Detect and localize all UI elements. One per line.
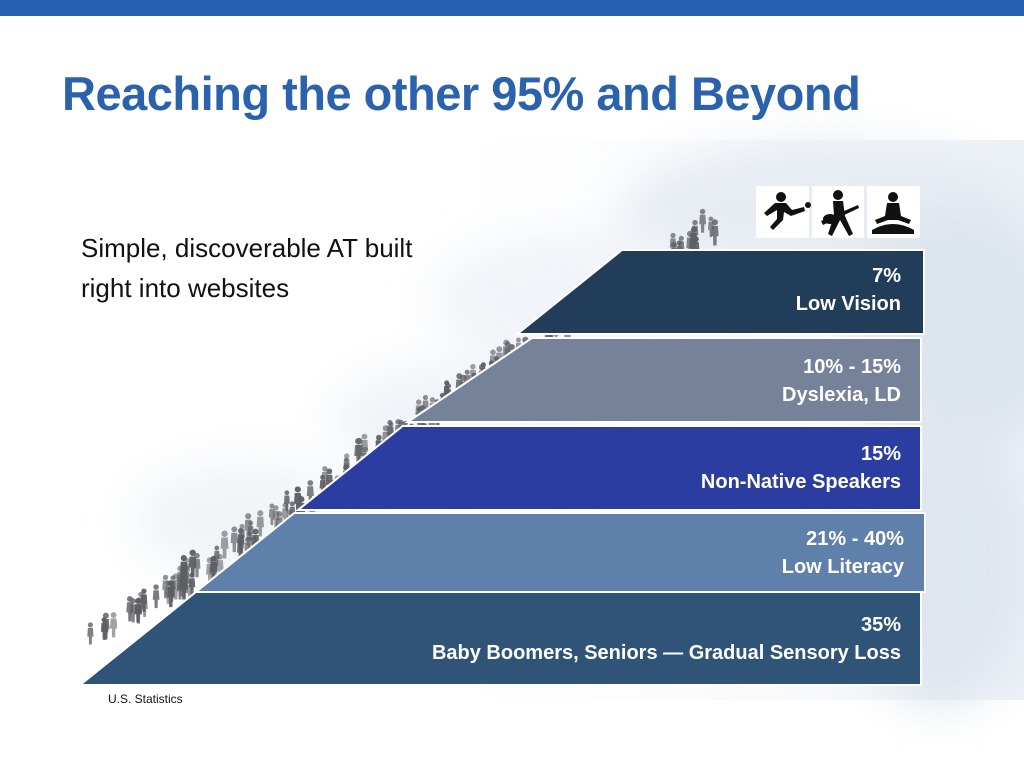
source-footnote: U.S. Statistics	[108, 692, 183, 706]
meditation-icon	[867, 186, 920, 238]
tier-percent: 35%	[860, 614, 901, 636]
tier-non-native-label: 15% Non-Native Speakers	[701, 440, 901, 496]
top-accent-bar	[0, 0, 1024, 16]
subtitle-text: Simple, discoverable AT built right into…	[81, 233, 413, 303]
tier-low-literacy-band	[193, 512, 926, 593]
tier-group-name: Low Literacy	[781, 556, 904, 578]
tier-percent: 10% - 15%	[803, 356, 901, 378]
tier-dyslexia-label: 10% - 15% Dyslexia, LD	[782, 353, 901, 409]
tier-group-name: Baby Boomers, Seniors — Gradual Sensory …	[431, 642, 901, 664]
tier-group-name: Dyslexia, LD	[782, 384, 901, 406]
tier-percent: 7%	[872, 265, 901, 287]
tier-seniors-label: 35% Baby Boomers, Seniors — Gradual Sens…	[432, 611, 901, 667]
tier-seniors-band	[77, 591, 922, 686]
tier-percent: 21% - 40%	[806, 528, 904, 550]
soccer-player-icon	[756, 186, 811, 238]
tier-low-literacy-label: 21% - 40% Low Literacy	[782, 525, 904, 581]
page-title: Reaching the other 95% and Beyond	[62, 67, 861, 120]
tier-non-native-band	[295, 425, 922, 511]
tier-percent: 15%	[860, 443, 901, 465]
tier-group-name: Low Vision	[795, 293, 901, 315]
tier-dyslexia-band	[404, 337, 922, 423]
tier-low-vision-label: 7% Low Vision	[796, 262, 901, 318]
tier-low-vision-band	[514, 249, 925, 335]
guitar-player-icon	[812, 186, 864, 238]
tier-group-name: Non-Native Speakers	[700, 471, 901, 493]
